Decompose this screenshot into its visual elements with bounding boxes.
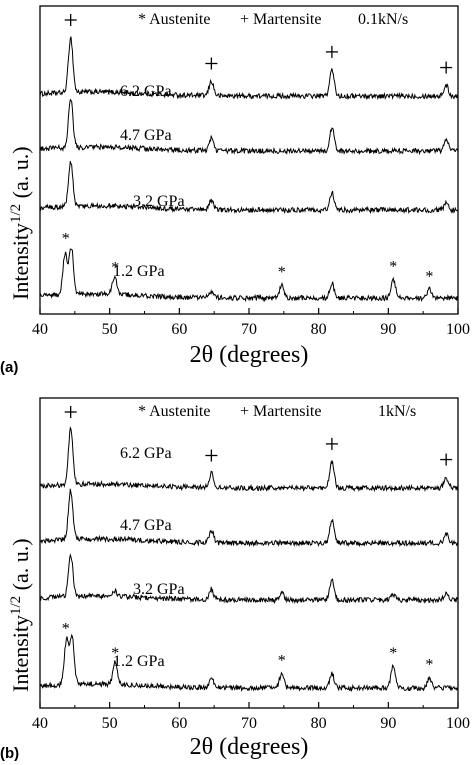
x-tick-label-b-5: 90 [380, 715, 396, 732]
austenite-marker-a-3: * [389, 258, 397, 275]
legend-austenite-b: * Austenite [138, 403, 210, 420]
y-axis-label-b: Intensity1/2 (a. u.) [8, 538, 33, 692]
y-axis-label-main-b: Intensity [8, 615, 33, 692]
panel-label-b: (b) [0, 745, 19, 762]
martensite-marker-a-2 [325, 45, 338, 58]
austenite-marker-a-1: * [111, 260, 119, 277]
ticks-b: 40 50 60 70 80 90 100 [32, 702, 470, 732]
rate-label-b: 1kN/s [378, 403, 416, 420]
trace-label-a-0: 6.2 GPa [120, 83, 172, 100]
austenite-marker-b-2: * [278, 653, 286, 670]
martensite-marker-b-0 [64, 406, 77, 418]
panel-b: * * * * * 40 50 60 70 80 90 100 6.2 GPa 4.7 GPa 3.2 … [0, 397, 470, 762]
x-tick-label-a-0: 40 [32, 321, 48, 338]
trace-label-b-1: 4.7 GPa [120, 517, 172, 534]
x-tick-label-a-3: 70 [241, 321, 257, 338]
x-tick-label-b-4: 80 [311, 715, 327, 732]
y-axis-label-a: Intensity1/2 (a. u.) [8, 146, 33, 300]
trace-labels-a: 6.2 GPa 4.7 GPa 3.2 GPa 1.2 GPa [113, 83, 185, 280]
trace-label-a-2: 3.2 GPa [133, 193, 185, 210]
x-tick-label-a-4: 80 [311, 321, 327, 338]
trace-b-1 [39, 488, 459, 548]
markers-a: * * * * * [62, 14, 453, 285]
rate-label-a: 0.1kN/s [358, 11, 408, 28]
x-tick-label-b-1: 50 [102, 715, 118, 732]
trace-label-b-0: 6.2 GPa [120, 445, 172, 462]
traces-b [39, 426, 459, 693]
panel-label-a: (a) [0, 359, 18, 376]
austenite-marker-b-0: * [62, 621, 70, 638]
traces-a [39, 36, 459, 303]
trace-a-1 [39, 98, 459, 156]
y-axis-label-sup-a: 1/2 [8, 204, 24, 223]
x-tick-label-a-5: 90 [380, 321, 396, 338]
y-axis-label-tail-b: (a. u.) [8, 538, 33, 595]
trace-label-a-1: 4.7 GPa [120, 127, 172, 144]
martensite-marker-a-0 [64, 14, 77, 26]
markers-b: * * * * * [62, 406, 453, 674]
trace-b-3 [39, 633, 459, 693]
trace-label-a-3: 1.2 GPa [113, 263, 165, 280]
legend-martensite-b: + Martensite [240, 403, 321, 420]
trace-label-b-3: 1.2 GPa [113, 653, 165, 670]
panel-a: * * * * * 40 50 60 70 80 90 100 6.2 GPa 4.7 GPa 3.2 … [0, 5, 470, 376]
x-tick-label-a-1: 50 [102, 321, 118, 338]
martensite-marker-a-1 [205, 57, 218, 70]
x-tick-label-b-3: 70 [241, 715, 257, 732]
y-axis-label-sup-b: 1/2 [8, 596, 24, 615]
trace-b-2 [39, 553, 459, 605]
trace-b-0 [39, 426, 459, 493]
trace-label-b-2: 3.2 GPa [133, 581, 185, 598]
trace-a-3 [39, 248, 459, 303]
ticks-a: 40 50 60 70 80 90 100 [32, 308, 470, 338]
austenite-marker-b-1: * [111, 645, 119, 662]
x-tick-label-b-6: 100 [446, 715, 470, 732]
austenite-marker-b-4: * [425, 657, 433, 674]
trace-labels-b: 6.2 GPa 4.7 GPa 3.2 GPa 1.2 GPa [113, 445, 185, 670]
martensite-marker-b-1 [205, 449, 218, 462]
austenite-marker-a-4: * [425, 268, 433, 285]
trace-a-0 [39, 36, 459, 101]
x-tick-label-a-6: 100 [446, 321, 470, 338]
martensite-marker-b-2 [325, 437, 338, 450]
x-tick-label-b-2: 60 [171, 715, 187, 732]
austenite-marker-b-3: * [389, 645, 397, 662]
martensite-marker-b-3 [440, 453, 453, 466]
y-axis-label-main-a: Intensity [8, 223, 33, 300]
legend-martensite-a: + Martensite [240, 11, 321, 28]
y-axis-label-tail-a: (a. u.) [8, 146, 33, 203]
austenite-marker-a-0: * [62, 231, 70, 248]
martensite-marker-a-3 [440, 61, 453, 74]
legend-austenite-a: * Austenite [138, 11, 210, 28]
trace-a-2 [39, 161, 459, 215]
x-tick-label-a-2: 60 [171, 321, 187, 338]
x-axis-label-a: 2θ (degrees) [190, 342, 309, 368]
x-axis-label-b: 2θ (degrees) [190, 734, 309, 760]
austenite-marker-a-2: * [278, 264, 286, 281]
x-tick-label-b-0: 40 [32, 715, 48, 732]
